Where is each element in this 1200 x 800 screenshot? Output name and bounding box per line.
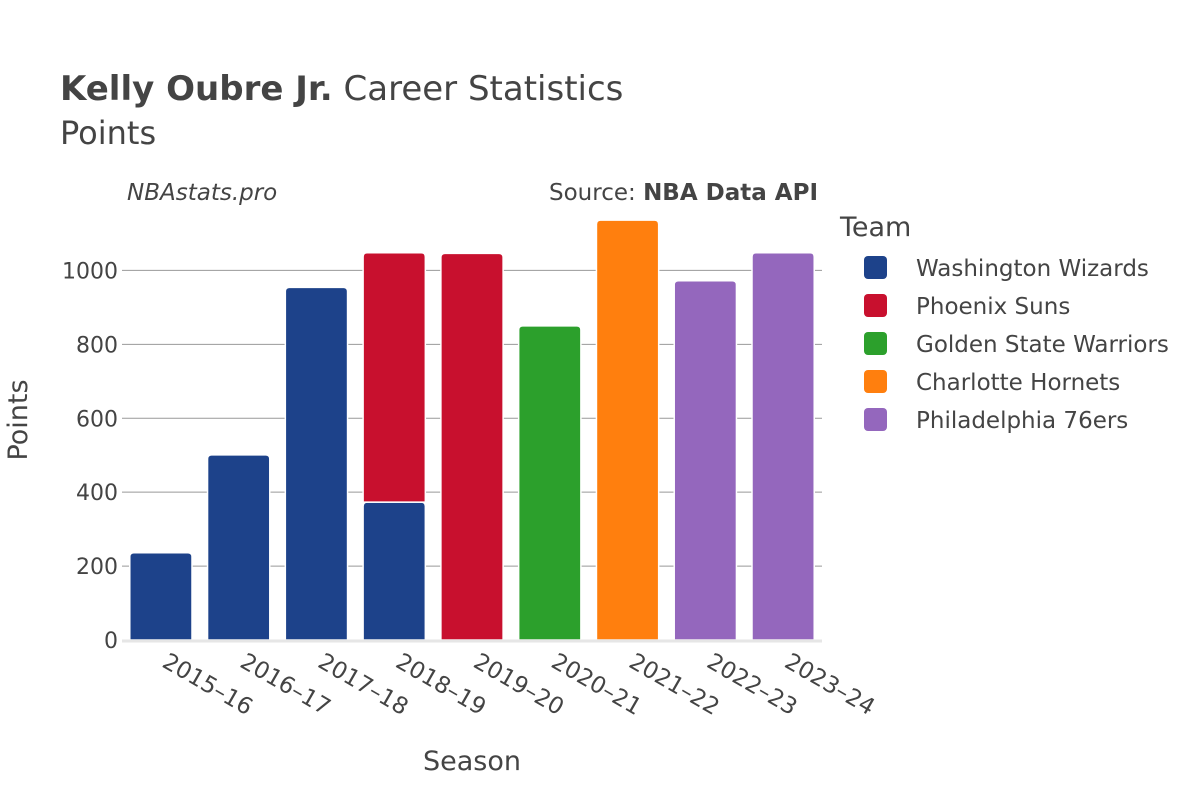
y-tick-label: 800 [76, 333, 118, 358]
y-tick-label: 1000 [62, 259, 118, 284]
legend-entry: Philadelphia 76ers [916, 408, 1128, 434]
source-note: Source: NBA Data API [549, 180, 818, 206]
x-tick-labels: 2015–162016–172017–182018–192019–202020–… [158, 649, 879, 721]
legend-entry: Phoenix Suns [916, 294, 1070, 320]
y-tick-label: 600 [76, 407, 118, 432]
bar-2021–22-charlotte-hornets [595, 219, 660, 641]
x-axis-title: Season [423, 746, 521, 777]
source-label: Source: [549, 180, 643, 206]
legend-swatch [864, 370, 887, 393]
y-tick-label: 400 [76, 481, 118, 506]
y-tick-labels: 0 200 400 600 800 1000 [62, 259, 118, 654]
title-suffix: Career Statistics [333, 69, 624, 109]
y-tick-label: 0 [104, 629, 118, 654]
bar-2017–18-washington-wizards [284, 286, 349, 641]
legend-title: Team [839, 212, 911, 243]
bars [129, 219, 815, 641]
legend-entry: Charlotte Hornets [916, 370, 1120, 396]
bar-2023–24-philadelphia-76ers [751, 251, 815, 641]
bar-2022–23-philadelphia-76ers [673, 280, 738, 641]
bar-2016–17-washington-wizards [206, 454, 271, 641]
legend-swatch [864, 408, 887, 431]
chart-title: Kelly Oubre Jr. Career Statistics [60, 69, 623, 109]
bar-2020–21-golden-state-warriors [517, 325, 582, 641]
player-name: Kelly Oubre Jr. [60, 69, 333, 109]
site-watermark: NBAstats.pro [127, 180, 277, 206]
y-tick-label: 200 [76, 555, 118, 580]
legend-entry: Golden State Warriors [916, 332, 1169, 358]
y-axis-title: Points [3, 379, 34, 460]
x-tick-label: 2023–24 [780, 649, 879, 721]
bar-2015–16-washington-wizards [129, 552, 193, 641]
bar-2018–19-phoenix-suns [362, 251, 427, 503]
bar-2018–19-washington-wizards [362, 501, 427, 641]
legend-swatch [864, 294, 887, 317]
legend-swatch [864, 256, 887, 279]
legend: Team Washington Wizards Phoenix Suns Golde… [839, 212, 1169, 434]
bar-2019–20-phoenix-suns [440, 252, 504, 641]
legend-entry: Washington Wizards [916, 256, 1149, 282]
source-name: NBA Data API [643, 180, 818, 206]
legend-swatch [864, 332, 887, 355]
chart-subtitle: Points [60, 114, 156, 152]
